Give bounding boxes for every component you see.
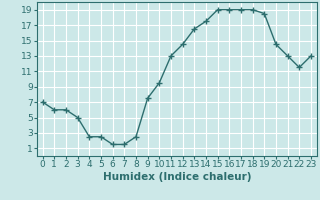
X-axis label: Humidex (Indice chaleur): Humidex (Indice chaleur) bbox=[102, 172, 251, 182]
